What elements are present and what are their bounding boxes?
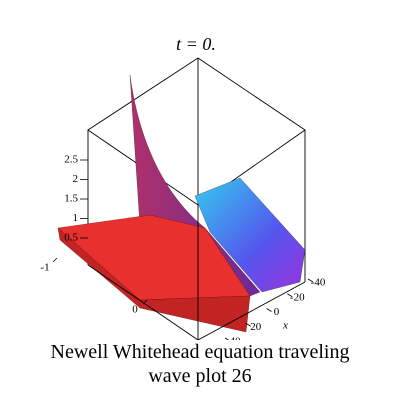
y-tick-label: 0 — [132, 304, 138, 316]
x-axis-label: x — [282, 320, 288, 332]
surface — [57, 74, 306, 333]
z-tick-label: 2 — [73, 173, 79, 185]
x-tick — [245, 322, 251, 327]
caption: Newell Whitehead equation traveling wave… — [50, 341, 350, 387]
y-tick — [52, 257, 58, 263]
x-tick-label: -40 — [311, 277, 326, 289]
x-tick-label: 40 — [230, 336, 242, 340]
x-tick-label: -20 — [290, 291, 305, 303]
z-tick-label: 2.5 — [64, 154, 78, 166]
y-tick-label: -1 — [40, 262, 49, 274]
y-tick — [142, 299, 148, 305]
chart: t = 0. x 0.5 1 1.5 2 2.5 -40 -20 0 20 40 -1 0 — [40, 34, 326, 340]
chart-title: t = 0. — [176, 34, 216, 54]
z-tick-label: 1 — [73, 212, 79, 224]
x-tick — [224, 337, 230, 340]
x-tick — [266, 308, 272, 312]
x-tick — [307, 278, 314, 283]
box-bottom — [87, 205, 306, 340]
z-tick-label: 0.5 — [64, 232, 78, 244]
z-tick-label: 1.5 — [64, 193, 78, 205]
x-tick — [287, 293, 293, 298]
x-tick-label: 0 — [274, 306, 280, 318]
x-tick-label: 20 — [250, 321, 262, 333]
